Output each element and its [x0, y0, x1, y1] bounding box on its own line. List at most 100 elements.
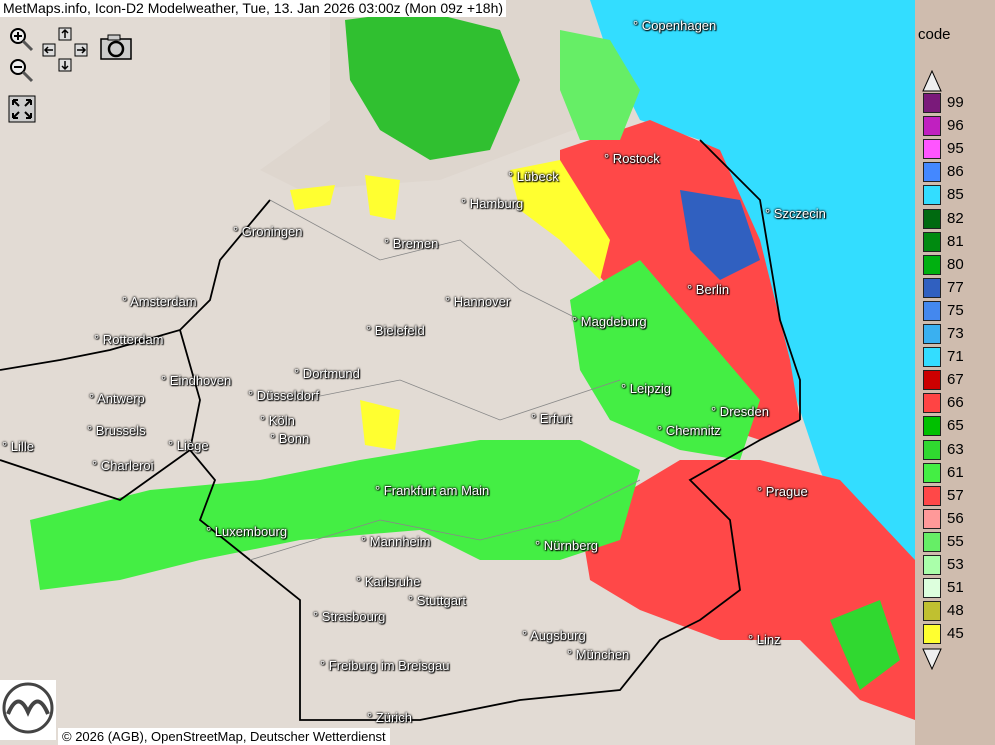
legend-swatch — [923, 370, 941, 391]
legend-swatch — [923, 324, 941, 344]
city-label: ° Köln — [260, 413, 295, 428]
legend-swatch — [923, 416, 941, 437]
city-label: ° Augsburg — [522, 628, 586, 643]
pan-arrows[interactable] — [42, 27, 89, 73]
legend-value: 56 — [947, 509, 964, 527]
city-label: ° Karlsruhe — [356, 574, 421, 589]
city-label: ° Groningen — [233, 224, 303, 239]
legend-value: 95 — [947, 140, 964, 158]
city-label: ° Lille — [2, 439, 34, 454]
legend-swatch — [923, 93, 941, 113]
precip-green-east — [570, 260, 760, 460]
map-title: MetMaps.info, Icon-D2 Modelweather, Tue,… — [0, 0, 507, 17]
city-label: ° Luxembourg — [206, 524, 288, 539]
legend-value: 80 — [947, 255, 964, 273]
city-label: ° Szczecin — [765, 206, 826, 221]
legend-value: 51 — [947, 579, 964, 597]
city-label: ° Leipzig — [621, 381, 672, 396]
legend-value: 85 — [947, 186, 964, 204]
city-label: ° Lübeck — [508, 169, 559, 184]
city-label: ° Bremen — [384, 236, 439, 251]
city-label: ° Bonn — [270, 431, 310, 446]
city-label: ° Copenhagen — [633, 18, 717, 33]
city-label: ° München — [567, 647, 630, 662]
city-label: ° Hamburg — [461, 196, 524, 211]
legend-swatch — [923, 208, 941, 229]
city-label: ° Liège — [168, 438, 209, 453]
city-label: ° Nürnberg — [535, 538, 599, 553]
legend-swatch — [923, 508, 941, 529]
city-label: ° Hannover — [445, 294, 511, 309]
precip-green-alps — [830, 600, 900, 690]
precip-dark-blue — [680, 190, 760, 280]
legend-up-triangle — [922, 70, 942, 92]
legend-value: 71 — [947, 348, 964, 366]
city-label: ° Antwerp — [89, 391, 145, 406]
city-label: ° Frankfurt am Main — [375, 483, 490, 498]
city-label: ° Prague — [757, 484, 808, 499]
legend-swatch — [923, 624, 941, 645]
city-label: ° Eindhoven — [161, 373, 232, 388]
legend-value: 86 — [947, 163, 964, 181]
legend-down-triangle — [922, 648, 942, 670]
legend-swatch — [923, 300, 941, 321]
precip-green-coast — [560, 30, 640, 140]
legend-swatch — [923, 254, 941, 275]
legend-value: 61 — [947, 463, 964, 481]
legend-swatch — [923, 277, 941, 298]
legend-value: 66 — [947, 394, 964, 412]
city-label: ° Magdeburg — [572, 314, 647, 329]
legend-value: 57 — [947, 486, 964, 504]
legend-value: 67 — [947, 371, 964, 389]
legend-value: 75 — [947, 301, 964, 319]
legend-value: 63 — [947, 440, 964, 458]
city-label: ° Dresden — [711, 404, 769, 419]
city-label: ° Linz — [748, 632, 781, 647]
city-label: ° Brussels — [87, 423, 146, 438]
city-label: ° Düsseldorf — [248, 388, 319, 403]
legend-value: 96 — [947, 117, 964, 135]
city-label: ° Zürich — [367, 710, 412, 725]
city-label: ° Dortmund — [294, 366, 360, 381]
borders — [0, 139, 801, 721]
zoom-out-icon[interactable] — [8, 57, 36, 85]
precip-yellow-west — [290, 175, 400, 450]
legend-value: 55 — [947, 532, 964, 550]
city-label: ° Erfurt — [531, 411, 572, 426]
city-label: ° Freiburg im Breisgau — [320, 658, 450, 673]
legend-swatch — [923, 462, 941, 483]
legend-swatch — [923, 578, 941, 599]
copyright-text: © 2026 (AGB), OpenStreetMap, Deutscher W… — [58, 728, 390, 745]
city-label: ° Charleroi — [92, 458, 154, 473]
precip-green-band — [30, 440, 640, 590]
legend-swatch — [923, 393, 941, 414]
legend-swatch — [923, 601, 941, 622]
legend-swatch — [923, 185, 941, 206]
camera-icon[interactable] — [100, 33, 132, 61]
weather-map[interactable] — [0, 0, 915, 745]
city-label: ° Berlin — [687, 282, 730, 297]
legend-value: 65 — [947, 417, 964, 435]
fullscreen-icon[interactable] — [8, 95, 36, 123]
region-lines — [249, 199, 641, 561]
legend-value: 45 — [947, 625, 964, 643]
precip-blue — [590, 0, 915, 600]
legend-swatch — [923, 231, 941, 252]
legend-swatch — [923, 485, 941, 506]
legend-swatch — [923, 439, 941, 460]
legend-value: 81 — [947, 232, 964, 250]
zoom-in-icon[interactable] — [8, 26, 36, 54]
legend-value: 73 — [947, 325, 964, 342]
city-label: ° Mannheim — [361, 534, 431, 549]
legend-title: code — [918, 26, 951, 43]
legend-panel: code 99 96 95 86 85 82 81 80 77 75 73 71 67 66 65 63 61 5… — [915, 0, 995, 745]
legend-swatch — [923, 347, 941, 368]
precip-yellow — [510, 160, 610, 280]
legend-value: 53 — [947, 556, 964, 573]
metmaps-logo — [0, 680, 56, 740]
precip-red-south — [580, 460, 915, 720]
city-label: ° Chemnitz — [657, 423, 721, 438]
precip-green-north — [345, 10, 520, 160]
legend-value: 77 — [947, 278, 964, 296]
legend-swatch — [923, 531, 941, 552]
